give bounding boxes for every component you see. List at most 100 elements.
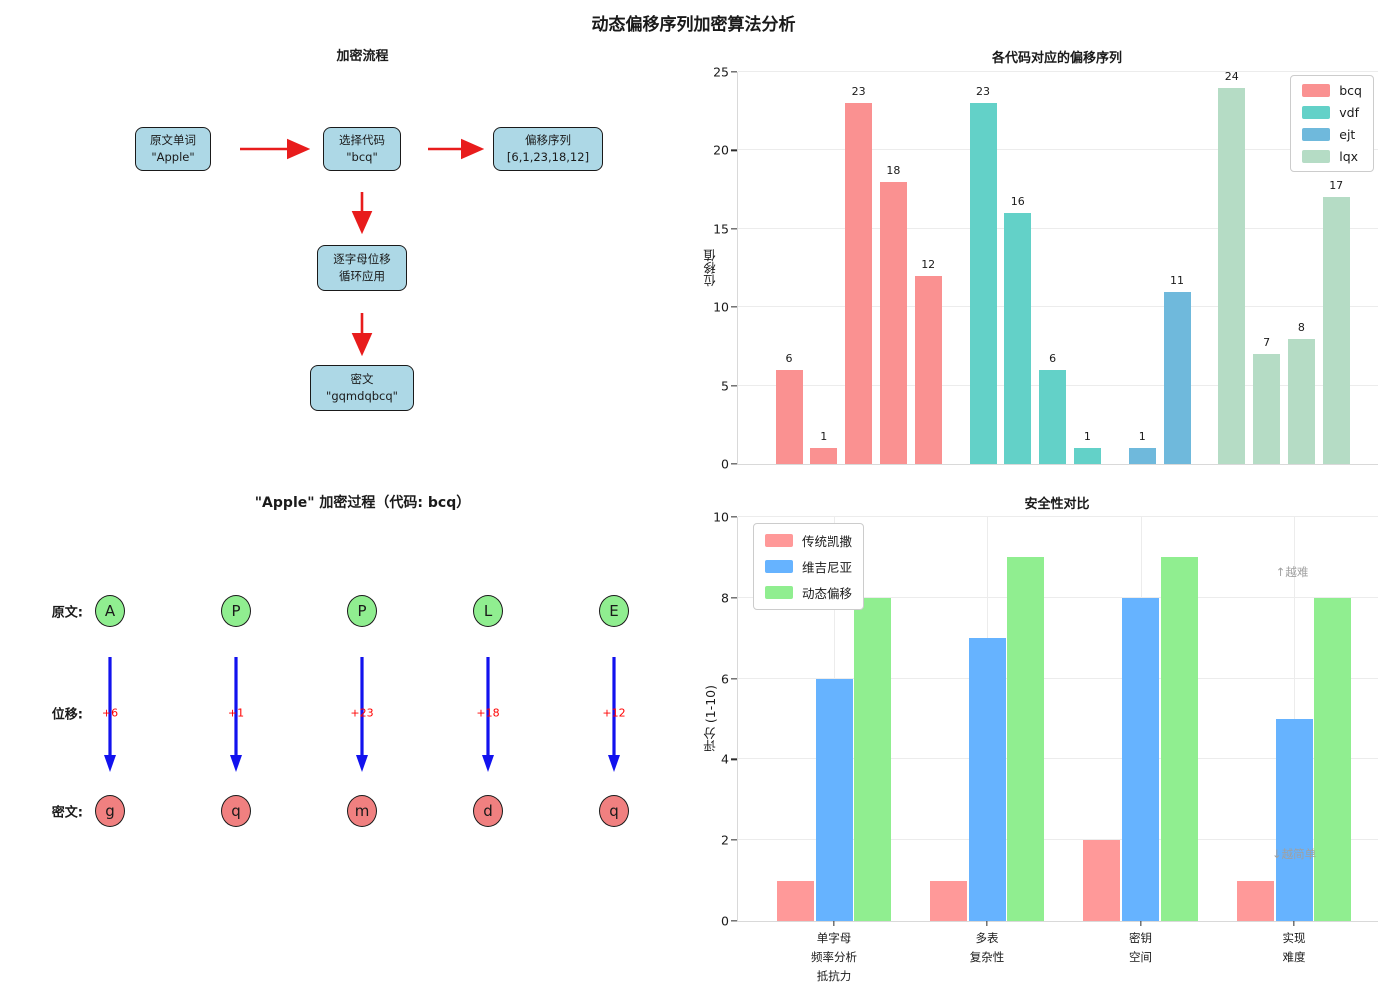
shift-arrow-3 [482, 657, 494, 772]
legend-item-bcq: bcq [1302, 83, 1362, 98]
bar-传统凯撒-2 [1083, 840, 1121, 921]
ytick-mark-0 [731, 920, 737, 922]
legend-item-lqx: lqx [1302, 149, 1362, 164]
bar-lqx-3 [1322, 197, 1350, 464]
bar-bcq-1 [810, 448, 838, 464]
flow-box-source-line2: "Apple" [151, 150, 195, 164]
gridline-y-15 [738, 227, 1378, 229]
xtick-mark-1 [986, 921, 988, 926]
flow-box-offsets-line2: [6,1,23,18,12] [506, 150, 590, 164]
apple-process-title: "Apple" 加密过程（代码: bcq） [254, 495, 471, 511]
ytick-label-15: 15 [713, 221, 729, 237]
bar-value-lqx-2: 8 [1297, 320, 1305, 334]
gridline-y-6 [738, 677, 1378, 679]
ytick-mark-10 [731, 306, 737, 308]
flowchart-title: 加密流程 [336, 49, 389, 64]
flow-box-code-line2: "bcq" [346, 150, 378, 164]
flow-box-source-line1: 原文单词 [150, 133, 196, 148]
xcat-1: 多表 复杂性 [970, 929, 1005, 967]
gridline-y-10 [738, 306, 1378, 308]
ytick-label-10: 10 [713, 509, 729, 525]
gridline-y-2 [738, 839, 1378, 841]
gridline-y-8 [738, 596, 1378, 598]
annotation-simpler: ↓越简单 [1271, 847, 1317, 861]
legend-swatch-传统凯撒 [765, 534, 793, 547]
ytick-mark-8 [731, 597, 737, 599]
flow-box-apply-line1: 逐字母位移 [333, 252, 391, 267]
legend-swatch-ejt [1302, 128, 1331, 141]
gridline-y-10 [738, 516, 1378, 517]
legend-label-lqx: lqx [1339, 149, 1359, 164]
legend-swatch-lqx [1302, 150, 1331, 163]
apple-process-panel: "Apple" 加密过程（代码: bcq） 原文: 位移: 密文: A +6 g P +… [35, 490, 690, 930]
flow-box-source: 原文单词 "Apple" [135, 127, 211, 171]
bar-lqx-2 [1287, 338, 1315, 464]
legend-item-ejt: ejt [1302, 127, 1362, 142]
bar-value-ejt-1: 11 [1170, 273, 1184, 287]
legend-swatch-维吉尼亚 [765, 560, 793, 573]
bar-bcq-4 [914, 275, 942, 464]
shift-value-3: +18 [476, 706, 500, 720]
flow-arrows [240, 138, 485, 357]
legend-label-传统凯撒: 传统凯撒 [802, 534, 853, 549]
xcat-line: 单字母 [816, 931, 852, 945]
bar-value-lqx-1: 7 [1263, 336, 1271, 350]
legend-swatch-bcq [1302, 84, 1331, 97]
ytick-mark-2 [731, 839, 737, 841]
bar-lqx-0 [1218, 87, 1246, 464]
shift-arrow-0 [104, 657, 116, 772]
cipher-letter-4: q [599, 795, 629, 827]
ytick-label-20: 20 [713, 142, 729, 158]
bar-value-bcq-2: 23 [851, 85, 866, 99]
security-plot: 0 2 4 6 8 10 单字母 频率分析 抵抗力 多表 复杂性 密钥 空间 实现 难度 传统凯撒 维吉尼亚 动态… [713, 510, 1378, 983]
bar-ejt-0 [1128, 448, 1156, 464]
ytick-label-0: 0 [721, 913, 729, 929]
legend-swatch-vdf [1302, 106, 1331, 119]
bar-动态偏移-3 [1314, 597, 1352, 921]
xcat-line: 密钥 [1129, 931, 1152, 945]
security-chart-panel: 安全性对比 评分 (1-10) 0 2 4 6 8 10 单字母 频率分析 抵抗力 多表 复杂性 密钥… [700, 490, 1387, 983]
bar-value-bcq-3: 18 [886, 163, 901, 177]
xcat-line: 空间 [1129, 949, 1152, 964]
flow-box-offsets-line1: 偏移序列 [525, 133, 571, 148]
row-label-cipher: 密文: [51, 805, 83, 821]
bar-value-ejt-0: 1 [1138, 430, 1146, 444]
bar-value-vdf-0: 23 [976, 85, 990, 99]
row-label-plain: 原文: [51, 605, 83, 621]
ytick-label-5: 5 [721, 378, 729, 394]
bar-ejt-1 [1163, 291, 1191, 464]
bar-vdf-3 [1073, 448, 1101, 464]
bar-维吉尼亚-1 [968, 638, 1006, 921]
legend-item-动态偏移: 动态偏移 [765, 583, 852, 602]
ytick-label-8: 8 [721, 590, 729, 606]
ytick-mark-10 [731, 516, 737, 518]
xcat-0: 单字母 频率分析 抵抗力 [811, 929, 857, 983]
security-legend: 传统凯撒维吉尼亚动态偏移 [753, 523, 865, 610]
flow-box-apply-line2: 循环应用 [339, 269, 385, 283]
ytick-mark-15 [731, 228, 737, 230]
offsets-legend: bcq vdf ejt lqx [1290, 75, 1374, 172]
bar-传统凯撒-3 [1236, 880, 1274, 921]
flow-box-cipher-line2: "gqmdqbcq" [326, 389, 398, 403]
bar-value-vdf-3: 1 [1083, 430, 1091, 444]
xcat-line: 实现 [1282, 931, 1306, 945]
shift-arrow-4 [608, 657, 620, 772]
ytick-label-6: 6 [721, 671, 729, 687]
xcat-line: 抵抗力 [816, 968, 852, 983]
legend-label-维吉尼亚: 维吉尼亚 [802, 560, 853, 575]
shift-value-1: +1 [227, 706, 245, 720]
shift-value-4: +12 [602, 706, 626, 720]
flow-box-code-line1: 选择代码 [339, 133, 385, 148]
ytick-label-2: 2 [721, 832, 729, 848]
flow-box-cipher: 密文 "gqmdqbcq" [310, 365, 414, 411]
bar-维吉尼亚-3 [1275, 719, 1313, 921]
gridline-y-4 [738, 758, 1378, 760]
ytick-label-25: 25 [713, 64, 729, 80]
plain-letter-2: P [347, 595, 377, 627]
xtick-mark-2 [1139, 921, 1142, 926]
offsets-chart-title: 各代码对应的偏移序列 [991, 51, 1122, 66]
shift-value-2: +23 [350, 706, 374, 720]
cipher-letter-2: m [347, 795, 377, 827]
bar-动态偏移-2 [1160, 557, 1198, 921]
